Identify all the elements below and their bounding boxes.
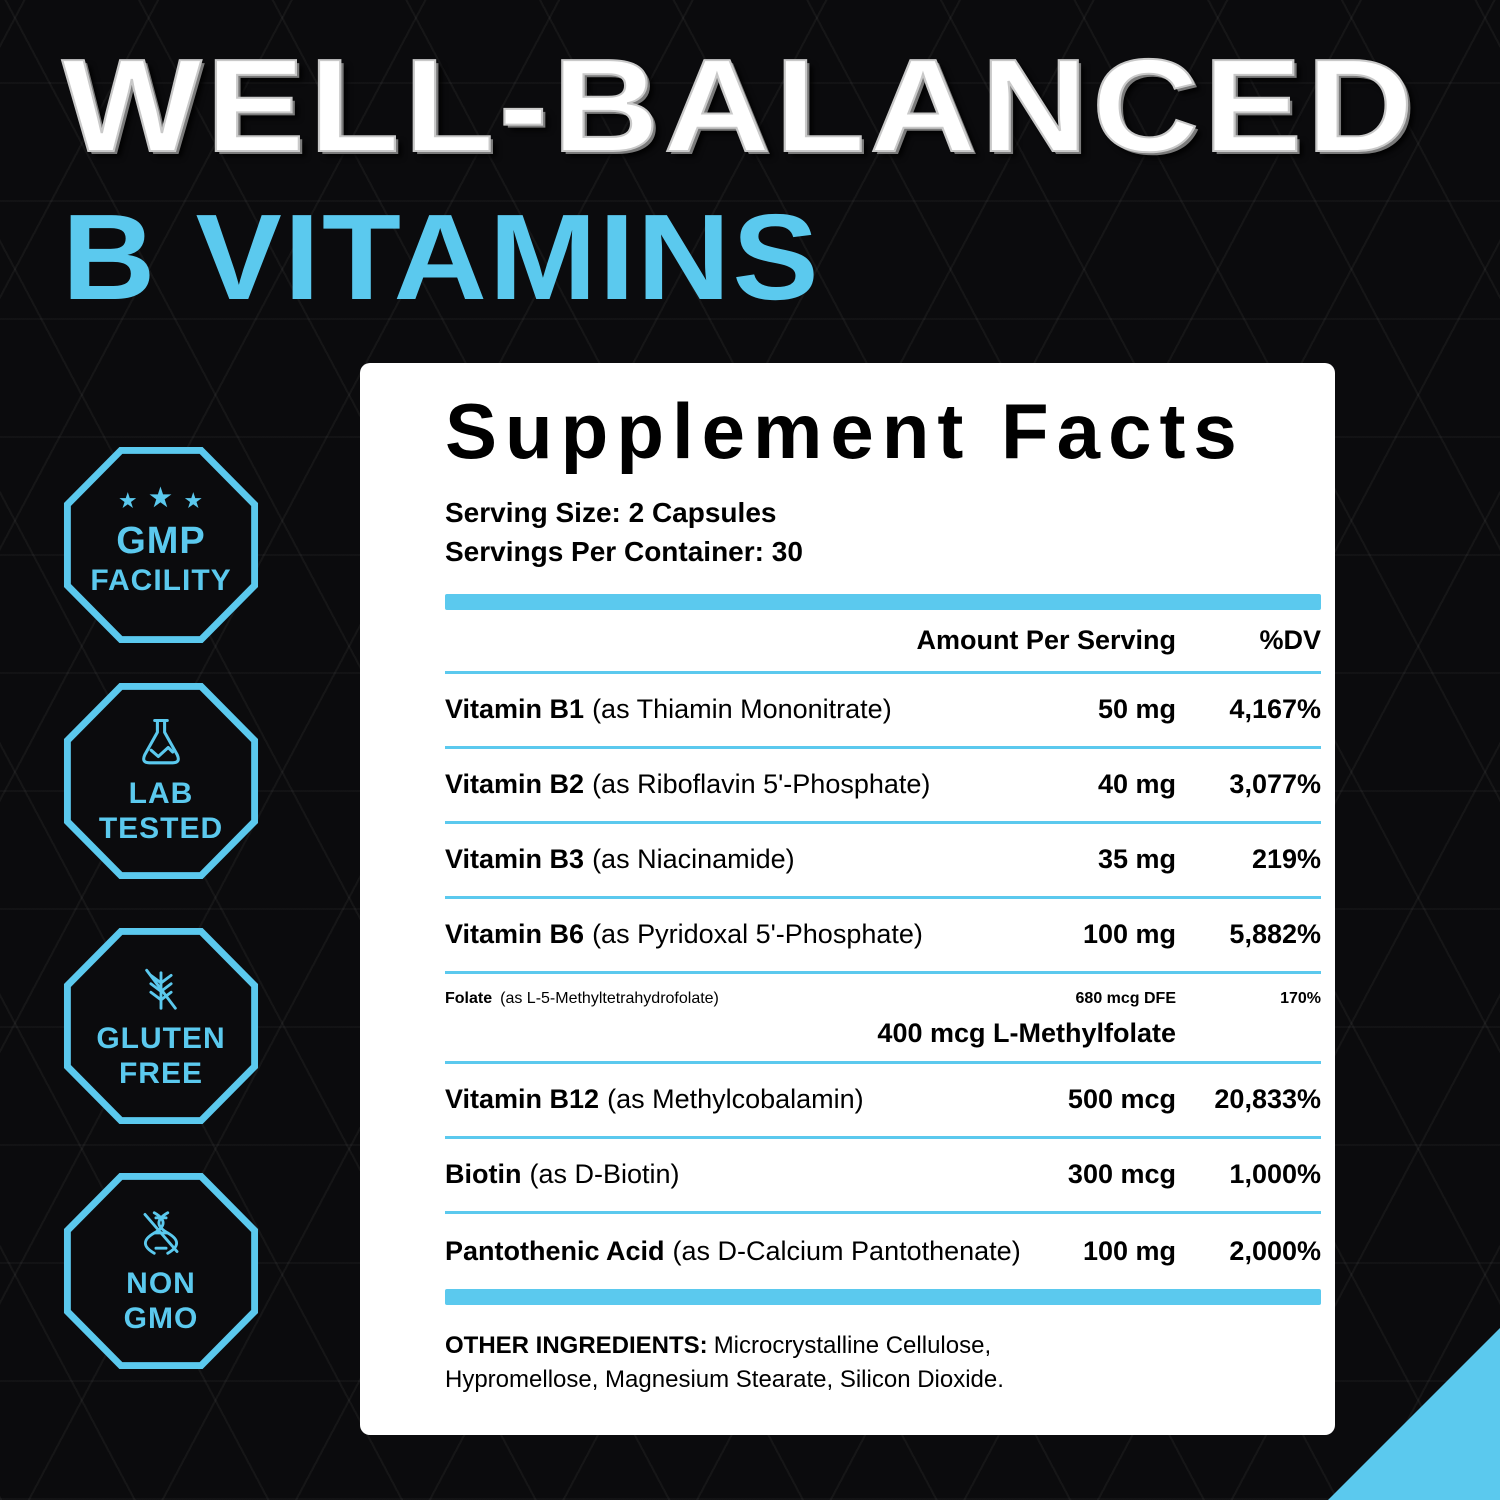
nutrient-bold: Vitamin B12 bbox=[445, 1084, 600, 1115]
star-icon: ★ bbox=[149, 483, 173, 512]
nutrient-amount: 50 mg bbox=[1097, 694, 1176, 725]
table-row-biotin: Biotin (as D-Biotin) 300 mcg 1,000% bbox=[445, 1139, 1321, 1214]
nutrient-name: Vitamin B6 (as Pyridoxal 5'-Phosphate) bbox=[445, 919, 1083, 950]
nutrient-bold: Folate bbox=[445, 989, 493, 1007]
other-ingredients-text: Microcrystalline Cellulose, Hypromellose… bbox=[445, 1331, 1004, 1394]
octagon-fill bbox=[70, 1179, 252, 1363]
badge-content: LAB TESTED bbox=[62, 681, 260, 881]
facts-table-header: Amount Per Serving %DV bbox=[445, 610, 1321, 674]
nutrient-detail: (as L-5-Methyltetrahydrofolate) bbox=[500, 989, 719, 1007]
nutrient-bold: Biotin bbox=[445, 1159, 522, 1190]
folate-line-1: Folate (as L-5-Methyltetrahydrofolate) 68… bbox=[445, 990, 1321, 1008]
nutrient-dv: 219% bbox=[1251, 844, 1321, 875]
supplement-facts-panel: Supplement Facts Serving Size: 2 Capsule… bbox=[360, 363, 1335, 1435]
nutrient-amount-secondary: 400 mcg L-Methylfolate bbox=[877, 1017, 1176, 1048]
header-percent-dv: %DV bbox=[1259, 624, 1321, 655]
badge-label: FREE bbox=[118, 1057, 203, 1090]
headline: WELL-BALANCED bbox=[61, 32, 1418, 179]
nutrient-detail: (as Riboflavin 5'-Phosphate) bbox=[592, 769, 931, 800]
lab-flask-icon bbox=[142, 719, 180, 765]
nutrient-dv: 5,882% bbox=[1229, 919, 1321, 950]
nutrient-bold: Vitamin B2 bbox=[445, 769, 585, 800]
nutrient-bold: Vitamin B1 bbox=[445, 694, 585, 725]
octagon-fill bbox=[70, 453, 252, 637]
table-row-vitamin-b2: Vitamin B2 (as Riboflavin 5'-Phosphate) 4… bbox=[445, 749, 1321, 824]
table-row-vitamin-b3: Vitamin B3 (as Niacinamide) 35 mg 219% bbox=[445, 824, 1321, 899]
nutrient-dv: 1,000% bbox=[1229, 1159, 1321, 1190]
table-row-vitamin-b1: Vitamin B1 (as Thiamin Mononitrate) 50 mg… bbox=[445, 674, 1321, 749]
badge-label: TESTED bbox=[98, 812, 224, 845]
table-row-vitamin-b6: Vitamin B6 (as Pyridoxal 5'-Phosphate) 10… bbox=[445, 899, 1321, 974]
facts-title: Supplement Facts bbox=[445, 387, 1245, 475]
nutrient-dv: 2,000% bbox=[1229, 1235, 1321, 1266]
badge-gluten-free: GLUTEN FREE bbox=[62, 926, 260, 1126]
octagon-fill bbox=[70, 934, 252, 1118]
table-row-folate: Folate (as L-5-Methyltetrahydrofolate) 68… bbox=[445, 974, 1321, 1064]
serving-size: Serving Size: 2 Capsules bbox=[445, 497, 777, 529]
nutrient-amount: 680 mcg DFE bbox=[1075, 989, 1176, 1007]
nutrient-dv: 4,167% bbox=[1229, 694, 1321, 725]
table-row-vitamin-b12: Vitamin B12 (as Methylcobalamin) 500 mcg … bbox=[445, 1064, 1321, 1139]
nutrient-detail: (as Thiamin Mononitrate) bbox=[592, 694, 892, 725]
badge-content: ★ ★ ★ GMP FACILITY bbox=[62, 445, 260, 645]
non-gmo-dna-icon bbox=[143, 1211, 179, 1256]
nutrient-name: Folate (as L-5-Methyltetrahydrofolate) bbox=[445, 990, 1076, 1008]
nutrient-bold: Vitamin B3 bbox=[445, 844, 585, 875]
nutrient-detail: (as D-Biotin) bbox=[529, 1159, 680, 1190]
gluten-free-wheat-icon bbox=[145, 969, 177, 1011]
nutrient-bold: Pantothenic Acid bbox=[445, 1235, 665, 1266]
badge-label: GLUTEN bbox=[96, 1022, 226, 1056]
badge-label: LAB bbox=[128, 777, 194, 811]
nutrient-amount: 500 mcg bbox=[1067, 1084, 1176, 1115]
badge-lab-tested: LAB TESTED bbox=[62, 681, 260, 881]
nutrient-name: Vitamin B2 (as Riboflavin 5'-Phosphate) bbox=[445, 769, 1098, 800]
nutrient-dv: 20,833% bbox=[1214, 1084, 1321, 1115]
nutrient-amount: 35 mg bbox=[1097, 844, 1176, 875]
star-icon: ★ bbox=[119, 491, 138, 513]
nutrient-name: Vitamin B12 (as Methylcobalamin) bbox=[445, 1084, 1068, 1115]
badge-label: GMO bbox=[123, 1302, 199, 1335]
nutrient-name: Biotin (as D-Biotin) bbox=[445, 1159, 1068, 1190]
nutrient-dv: 3,077% bbox=[1229, 769, 1321, 800]
divider-thick-bottom bbox=[445, 1288, 1321, 1305]
nutrient-dv: 170% bbox=[1280, 989, 1321, 1007]
nutrient-detail: (as Pyridoxal 5'-Phosphate) bbox=[592, 919, 923, 950]
nutrient-detail: (as Niacinamide) bbox=[592, 844, 795, 875]
badge-gmp-facility: ★ ★ ★ GMP FACILITY bbox=[62, 445, 260, 645]
star-icon: ★ bbox=[184, 491, 203, 513]
nutrient-amount: 300 mcg bbox=[1067, 1159, 1176, 1190]
nutrient-detail: (as D-Calcium Pantothenate) bbox=[672, 1235, 1021, 1266]
badge-content: NON GMO bbox=[62, 1171, 260, 1371]
stars-icon: ★ ★ ★ bbox=[119, 485, 203, 513]
nutrient-name: Vitamin B1 (as Thiamin Mononitrate) bbox=[445, 694, 1098, 725]
servings-per-container: Servings Per Container: 30 bbox=[445, 536, 803, 568]
table-row-pantothenic-acid: Pantothenic Acid (as D-Calcium Pantothena… bbox=[445, 1214, 1321, 1289]
nutrient-bold: Vitamin B6 bbox=[445, 919, 585, 950]
nutrient-amount: 40 mg bbox=[1097, 769, 1176, 800]
other-ingredients: OTHER INGREDIENTS: Microcrystalline Cellu… bbox=[445, 1329, 1105, 1399]
other-ingredients-label: OTHER INGREDIENTS: bbox=[445, 1331, 708, 1359]
divider-thick-top bbox=[445, 593, 1321, 610]
subheadline: B VITAMINS bbox=[62, 189, 821, 325]
badge-label: GMP bbox=[116, 520, 206, 563]
nutrient-name: Pantothenic Acid (as D-Calcium Pantothena… bbox=[445, 1236, 1083, 1267]
badge-non-gmo: NON GMO bbox=[62, 1171, 260, 1371]
nutrient-name: Vitamin B3 (as Niacinamide) bbox=[445, 844, 1098, 875]
nutrient-amount: 100 mg bbox=[1082, 919, 1176, 950]
badge-label: NON bbox=[126, 1267, 196, 1301]
corner-accent-triangle bbox=[1328, 1328, 1500, 1500]
nutrient-amount: 100 mg bbox=[1082, 1235, 1176, 1266]
badge-content: GLUTEN FREE bbox=[62, 926, 260, 1126]
header-amount-per-serving: Amount Per Serving bbox=[916, 624, 1176, 655]
badge-label: FACILITY bbox=[90, 563, 232, 597]
nutrient-detail: (as Methylcobalamin) bbox=[607, 1084, 864, 1115]
